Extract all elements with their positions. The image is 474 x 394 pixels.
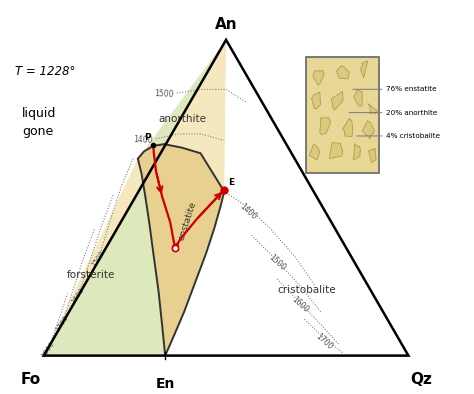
Text: 1400: 1400 bbox=[133, 135, 153, 145]
Polygon shape bbox=[337, 65, 349, 79]
Text: enstatite: enstatite bbox=[177, 200, 198, 242]
Polygon shape bbox=[44, 40, 226, 356]
Polygon shape bbox=[329, 143, 343, 158]
Text: 1700: 1700 bbox=[314, 332, 334, 351]
Polygon shape bbox=[343, 119, 353, 137]
Polygon shape bbox=[354, 90, 362, 106]
Text: T = 1228°: T = 1228° bbox=[15, 65, 75, 78]
Polygon shape bbox=[361, 61, 368, 78]
Polygon shape bbox=[362, 121, 374, 139]
Text: 1400: 1400 bbox=[238, 202, 258, 221]
Text: P: P bbox=[144, 134, 151, 143]
Text: cristobalite: cristobalite bbox=[277, 285, 336, 295]
Text: 1500: 1500 bbox=[90, 250, 105, 268]
Polygon shape bbox=[331, 91, 343, 110]
Polygon shape bbox=[368, 148, 376, 163]
Text: 4% cristobalite: 4% cristobalite bbox=[386, 133, 441, 139]
Polygon shape bbox=[353, 144, 361, 160]
Text: 1700: 1700 bbox=[54, 314, 69, 333]
Text: forsterite: forsterite bbox=[67, 270, 115, 281]
Polygon shape bbox=[367, 103, 377, 114]
Text: 76% enstatite: 76% enstatite bbox=[386, 86, 437, 92]
Text: 1600: 1600 bbox=[70, 286, 85, 305]
Polygon shape bbox=[44, 40, 409, 356]
Text: E: E bbox=[228, 178, 235, 187]
Polygon shape bbox=[164, 40, 409, 356]
Text: anorthite: anorthite bbox=[158, 113, 206, 124]
Text: En: En bbox=[155, 377, 175, 392]
Text: Fo: Fo bbox=[21, 372, 41, 387]
Text: 1500: 1500 bbox=[155, 89, 174, 99]
Polygon shape bbox=[313, 71, 324, 85]
Polygon shape bbox=[311, 92, 320, 109]
Text: 1600: 1600 bbox=[290, 295, 310, 314]
Polygon shape bbox=[138, 144, 224, 356]
Text: 1800: 1800 bbox=[40, 340, 55, 358]
Polygon shape bbox=[320, 117, 331, 135]
Text: liquid
gone: liquid gone bbox=[22, 107, 56, 138]
Text: Qz: Qz bbox=[410, 372, 432, 387]
Text: 1500: 1500 bbox=[267, 253, 287, 273]
Polygon shape bbox=[310, 144, 320, 160]
Bar bbox=[306, 57, 379, 173]
Text: 20% anorthite: 20% anorthite bbox=[386, 110, 438, 115]
Text: An: An bbox=[215, 17, 237, 32]
